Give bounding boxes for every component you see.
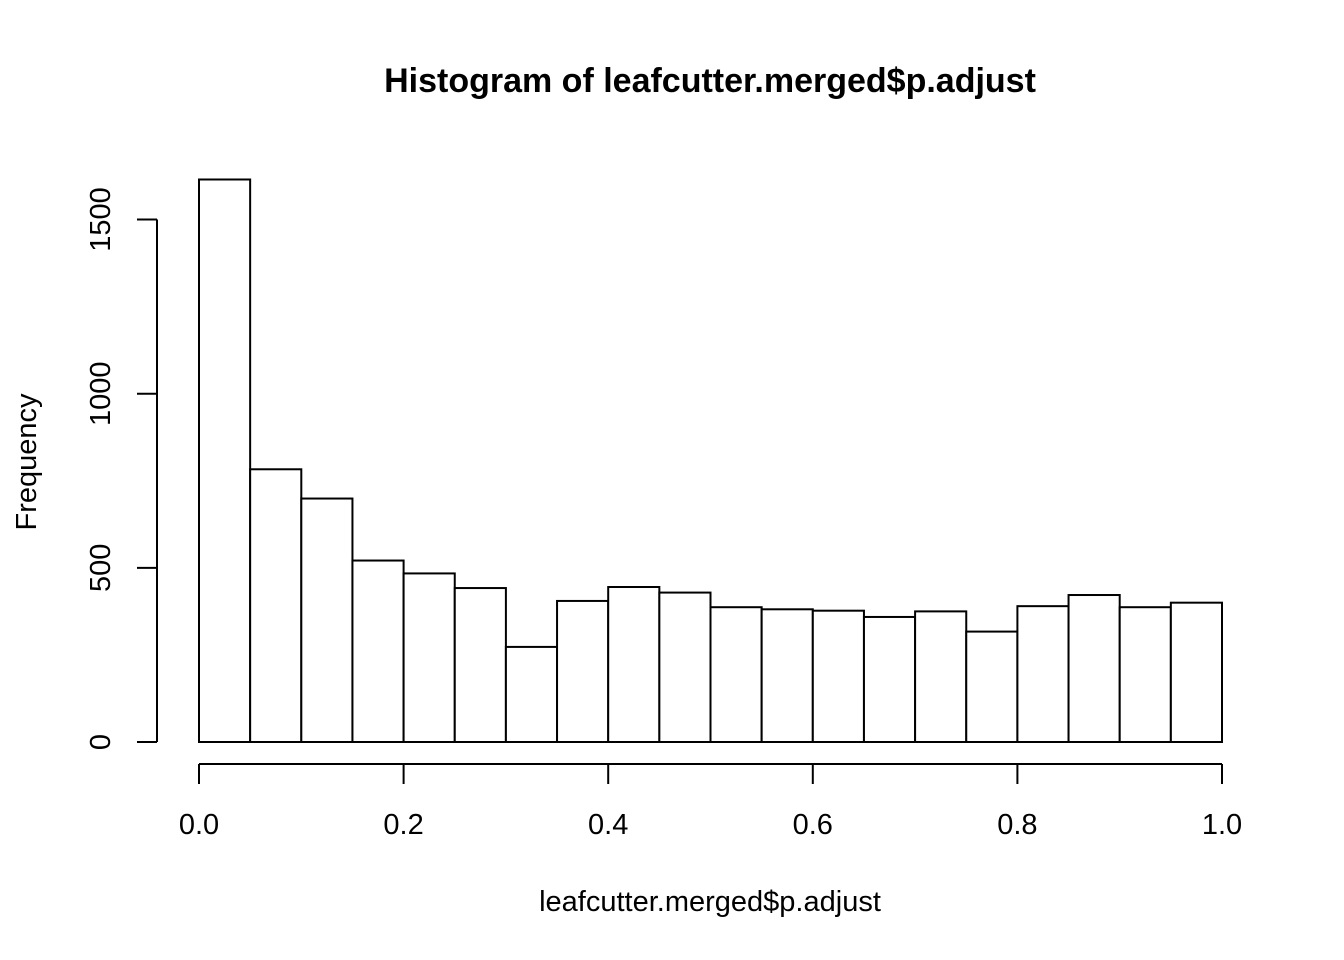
histogram-bar [351, 559, 405, 743]
histogram-bar [453, 587, 507, 743]
y-axis: 0 500 1000 1500 [85, 187, 158, 750]
x-tick-label: 0.6 [793, 809, 833, 841]
x-axis: 0.0 0.2 0.4 0.6 0.8 1.0 [179, 763, 1242, 841]
histogram-bar [709, 606, 763, 743]
chart-title: Histogram of leafcutter.merged$p.adjust [384, 62, 1036, 100]
histogram-bar [862, 615, 917, 744]
histogram-bar [504, 645, 559, 744]
histogram-bar [658, 591, 712, 743]
x-tick-label: 0.4 [588, 809, 628, 841]
y-tick-label: 500 [85, 544, 117, 592]
histogram-bar [300, 497, 354, 743]
histogram-bar [607, 586, 661, 743]
histogram-bar [1118, 606, 1172, 743]
bars-group [198, 178, 1223, 744]
x-tick-label: 1.0 [1202, 809, 1242, 841]
histogram-bar [1067, 594, 1121, 743]
x-tick-label: 0.2 [383, 809, 423, 841]
histogram-bar [1169, 601, 1223, 743]
histogram-bar [811, 609, 865, 744]
histogram-bar [914, 610, 968, 744]
histogram-bar [249, 468, 303, 743]
x-tick-label: 0.0 [179, 809, 219, 841]
x-axis-label: leafcutter.merged$p.adjust [539, 886, 881, 918]
y-axis-label: Frequency [11, 393, 43, 531]
y-tick-label: 1000 [85, 361, 117, 426]
histogram-bar [556, 599, 610, 743]
histogram-bar [402, 572, 456, 743]
histogram-bar [760, 608, 814, 744]
y-tick-label: 1500 [85, 187, 117, 252]
histogram-bar [1016, 605, 1070, 744]
histogram-bar [198, 178, 252, 744]
x-tick-label: 0.8 [997, 809, 1037, 841]
histogram-bar [965, 630, 1019, 744]
y-tick-label: 0 [85, 734, 117, 750]
